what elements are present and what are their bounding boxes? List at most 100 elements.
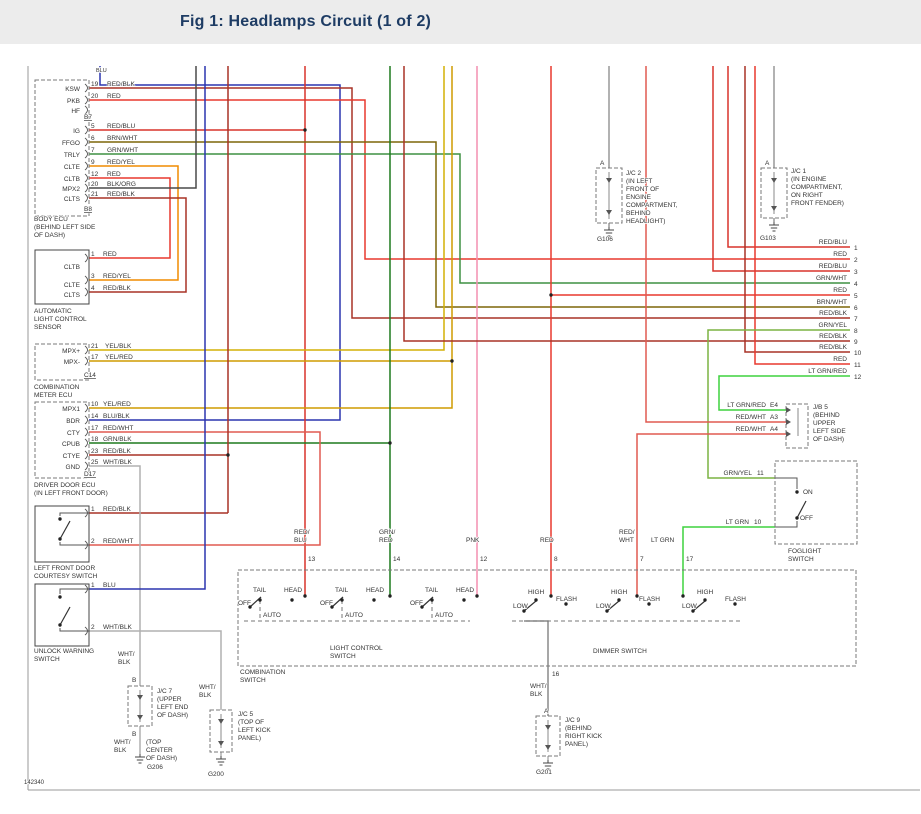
label-59: 23 [91,448,99,455]
label-121: LT GRN/RED [727,402,766,409]
label-129: 11 [757,470,764,477]
junction-dot-25 [605,609,609,613]
label-46: YEL/RED [105,354,133,361]
junction-dot-16 [330,605,334,609]
wire-grnyel-foglight [707,329,850,479]
label-139: PNK [466,537,480,544]
label-144: 7 [640,556,644,563]
dim3-contact [692,600,706,612]
junction-dot-2 [549,293,553,297]
label-100: 2 [854,257,858,264]
label-116: 10 [854,350,862,357]
label-45: 17 [91,354,99,361]
wire-mpxplus-yelblk [89,66,445,351]
label-35: 3 [91,273,95,280]
label-150: AUTO [263,612,281,619]
label-7: TRLY [64,152,81,159]
junction-dot-12 [290,598,294,602]
junction-dot-17 [430,598,434,602]
pin-bracket-0 [84,83,88,93]
courtesy-switch-label: LEFT FRONT DOOR COURTESY SWITCH [34,565,98,580]
pin-bracket-23 [84,584,88,594]
label-113: RED/BLK [819,333,847,340]
wire-ksw-redblk [89,87,850,319]
label-78: 2 [91,624,95,631]
label-109: RED/BLK [819,310,847,317]
foglight-internal-1 [775,477,798,489]
label-97: RED/BLU [819,239,847,246]
label-3: PKB [67,98,80,105]
unlock-internal-2 [59,628,89,632]
junction-dot-21 [564,602,568,606]
label-165: LOW [596,603,612,610]
junction-dot-6 [58,537,62,541]
pin-bracket-18 [84,438,88,448]
label-38: RED/BLK [103,285,131,292]
label-6: FFGO [62,140,80,147]
label-9: CLTB [64,176,80,183]
wire-jb5-a4-redwht [636,433,786,570]
label-51: 10 [91,401,99,408]
g200-label: G200 [208,771,224,778]
label-77: BLU [103,582,116,589]
label-15: RED/BLK [107,81,135,88]
dim2-contact [606,600,620,612]
junction-dot-26 [703,598,707,602]
label-5: IG [73,128,80,135]
label-123: RED/WHT [736,414,766,421]
foglight-internal-2 [775,521,798,528]
junction-dot-33 [635,594,639,598]
label-145: LT GRN [651,537,675,544]
ground-symbol-2 [604,227,614,237]
label-125: RED/WHT [736,426,766,433]
body-ecu-label: BODY ECU (BEHIND LEFT SIDE OF DASH) [34,216,96,239]
label-13: B8 [84,206,92,213]
label-12: B7 [84,114,92,121]
label-16: 20 [91,93,99,100]
junction-dot-31 [475,594,479,598]
label-114: 9 [854,339,858,346]
dim1-contact [523,600,537,612]
label-76: 1 [91,582,95,589]
label-63: MPX1 [62,406,80,413]
label-166: HIGH [697,589,714,596]
light-sensor-label: AUTOMATIC LIGHT CONTROL SENSOR [34,308,87,331]
ground-symbol-0 [135,754,145,764]
label-132: ON [803,489,813,496]
foglight-switch-label: FOGLIGHT SWITCH [788,548,821,563]
pin-bracket-9 [84,193,88,203]
label-140: 12 [480,556,488,563]
label-69: D17 [84,471,96,478]
label-105: RED [833,287,847,294]
jc9-label: J/C 9 (BEHIND RIGHT KICK PANEL) [565,717,603,748]
label-117: RED [833,356,847,363]
label-173: A [544,708,549,715]
label-55: 17 [91,425,99,432]
driver-door-ecu-box [34,401,90,479]
label-68: GND [66,464,81,471]
label-62: WHT/BLK [103,459,133,466]
label-74: RED/WHT [103,538,133,545]
arrow-7 [771,206,777,211]
wire-redblu-row1 [727,66,850,248]
label-136: 13 [308,556,316,563]
label-21: BRN/WHT [107,135,137,142]
wire-cltb-red [89,177,171,259]
wire-blu-top [89,66,341,421]
label-128: GRN/YEL [723,470,752,477]
pin-bracket-12 [84,287,88,297]
driver-door-ecu-label: DRIVER DOOR ECU (IN LEFT FRONT DOOR) [34,482,108,497]
label-142: 8 [554,556,558,563]
label-52: YEL/RED [103,401,131,408]
g103-label: G103 [760,235,776,242]
arrow-4 [606,178,612,183]
label-124: A3 [770,414,778,421]
label-162: LOW [513,603,529,610]
g106-label: G106 [597,236,613,243]
arrow-8 [545,725,551,730]
junction-dot-11 [258,598,262,602]
label-20: 6 [91,135,95,142]
label-17: RED [107,93,121,100]
label-31: RED/BLK [107,191,135,198]
